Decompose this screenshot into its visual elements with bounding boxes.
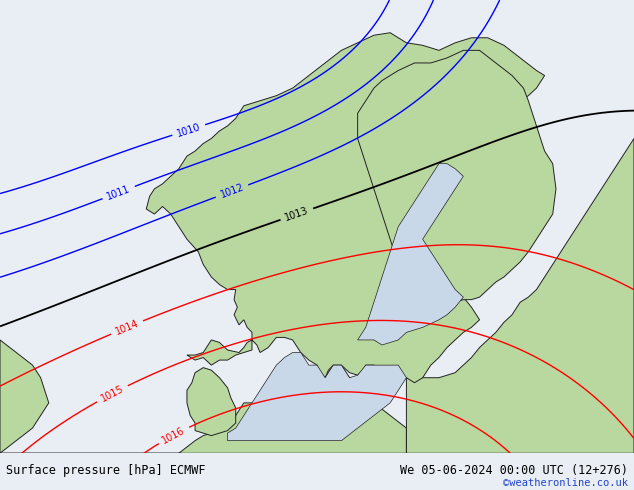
Polygon shape (358, 50, 556, 302)
Text: 1010: 1010 (176, 122, 202, 139)
Polygon shape (0, 340, 49, 453)
Text: 1013: 1013 (283, 205, 310, 223)
Polygon shape (0, 365, 406, 453)
Text: 1014: 1014 (113, 318, 140, 337)
Polygon shape (146, 33, 545, 383)
Text: ©weatheronline.co.uk: ©weatheronline.co.uk (503, 478, 628, 488)
Text: We 05-06-2024 00:00 UTC (12+276): We 05-06-2024 00:00 UTC (12+276) (399, 465, 628, 477)
Polygon shape (228, 352, 406, 441)
Text: 1016: 1016 (160, 425, 187, 445)
Polygon shape (358, 164, 463, 345)
Text: 1012: 1012 (219, 182, 245, 200)
Polygon shape (187, 368, 236, 436)
Text: 1015: 1015 (99, 384, 126, 404)
Polygon shape (406, 139, 634, 453)
Text: Surface pressure [hPa] ECMWF: Surface pressure [hPa] ECMWF (6, 465, 206, 477)
Text: 1011: 1011 (105, 183, 132, 201)
